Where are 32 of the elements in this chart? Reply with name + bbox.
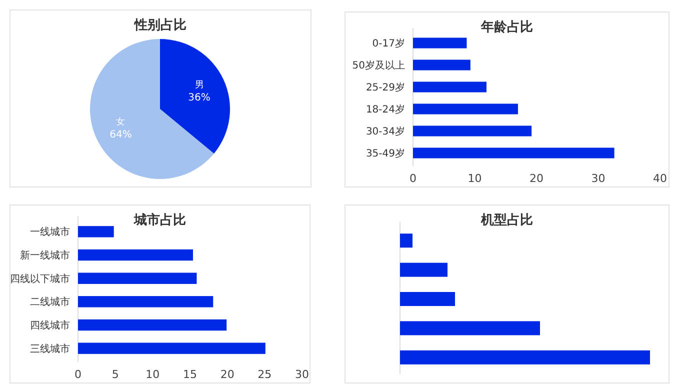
x-tick-label: 5 <box>112 368 119 381</box>
y-tick-label: 四线以下城市 <box>10 272 70 285</box>
y-tick-label: 一线城市 <box>30 226 70 238</box>
y-tick-label: 30-34岁 <box>366 126 405 138</box>
y-tick-label: 新一线城市 <box>20 250 70 262</box>
x-tick-label: 10 <box>146 368 160 381</box>
data-label: 36% <box>188 92 210 104</box>
y-tick-label: 25-29岁 <box>366 82 405 94</box>
y-tick-label: 35-49岁 <box>366 148 405 160</box>
slice-label: 男 <box>194 80 204 91</box>
y-tick-label: 18-24岁 <box>366 104 405 116</box>
x-tick-label: 0 <box>74 368 82 381</box>
y-tick-label: 50岁及以上 <box>352 60 405 72</box>
x-tick-label: 30 <box>295 368 309 381</box>
x-tick-label: 30 <box>591 172 606 185</box>
y-tick-label: 0-17岁 <box>372 38 405 50</box>
y-tick-label: 二线城市 <box>30 296 70 308</box>
chart-title: 机型占比 <box>480 213 533 228</box>
x-tick-label: 15 <box>183 368 197 381</box>
x-tick-label: 25 <box>258 368 272 381</box>
y-tick-label: 四线城市 <box>30 320 70 332</box>
data-label: 64% <box>110 129 132 140</box>
chart-title: 性别占比 <box>134 18 186 33</box>
x-tick-label: 0 <box>410 172 416 185</box>
y-tick-label: 三线城市 <box>30 342 70 355</box>
chart-title: 城市占比 <box>133 212 186 228</box>
x-tick-label: 20 <box>530 172 544 185</box>
x-tick-label: 40 <box>653 172 667 185</box>
chart-title: 年龄占比 <box>480 20 533 35</box>
x-tick-label: 20 <box>220 368 234 381</box>
x-tick-label: 10 <box>468 172 482 185</box>
slice-label: 女 <box>116 116 126 128</box>
